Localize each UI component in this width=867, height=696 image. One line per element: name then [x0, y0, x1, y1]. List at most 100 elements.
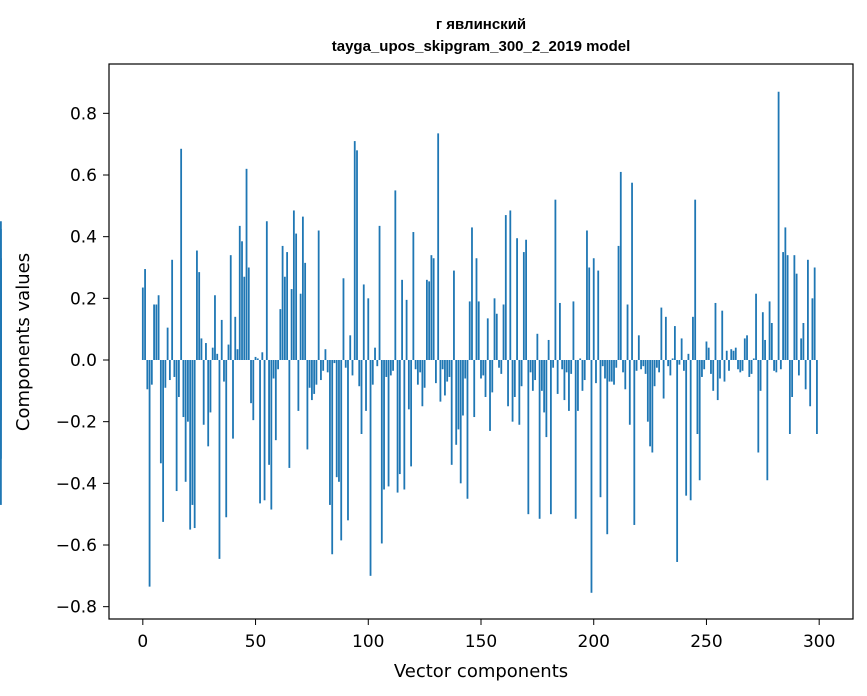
- bar: [405, 299, 408, 360]
- bar: [687, 353, 690, 360]
- bar: [252, 360, 255, 421]
- bar: [288, 360, 291, 468]
- bar: [626, 304, 629, 360]
- y-tick-label: 0.8: [70, 104, 97, 124]
- bar: [802, 323, 805, 360]
- bar: [218, 360, 221, 559]
- bar: [782, 252, 785, 360]
- bar: [299, 293, 302, 360]
- bar: [477, 301, 480, 360]
- bar: [279, 309, 282, 361]
- bar: [471, 227, 473, 360]
- bar: [728, 360, 730, 371]
- y-tick-label: 0.6: [70, 166, 97, 186]
- bar: [281, 245, 284, 360]
- bar: [527, 360, 530, 515]
- bar: [486, 318, 489, 360]
- bar: [164, 360, 167, 388]
- bar: [383, 360, 385, 490]
- bar: [552, 360, 555, 368]
- bar: [628, 360, 631, 425]
- bar: [211, 347, 214, 360]
- bar: [719, 360, 721, 379]
- bar: [446, 360, 449, 382]
- bar: [565, 360, 568, 373]
- bar: [150, 360, 153, 385]
- bar: [752, 358, 755, 360]
- bar: [588, 267, 591, 360]
- bar: [734, 347, 737, 360]
- bar: [779, 360, 782, 370]
- bar: [498, 360, 500, 368]
- bar: [141, 287, 144, 360]
- bar: [701, 360, 703, 377]
- bar: [389, 360, 392, 376]
- bar: [376, 360, 379, 367]
- bar: [800, 338, 803, 360]
- bar: [313, 360, 316, 394]
- bar: [320, 360, 322, 381]
- bar: [425, 279, 428, 360]
- bar: [495, 313, 498, 360]
- bar: [561, 360, 564, 370]
- bar: [531, 360, 534, 391]
- x-axis-ticks: 0 50 100 150 200 250 300: [137, 619, 835, 652]
- bar: [615, 360, 618, 368]
- bar: [416, 360, 419, 385]
- bar: [241, 241, 243, 360]
- bar: [664, 316, 667, 360]
- bar: [412, 232, 415, 360]
- bar: [667, 360, 670, 367]
- bar: [0, 221, 2, 360]
- bar: [290, 289, 293, 360]
- bar: [232, 360, 234, 439]
- bar: [730, 349, 733, 360]
- bar: [581, 360, 584, 391]
- bar: [229, 255, 232, 360]
- bar: [358, 360, 361, 387]
- bar: [809, 360, 812, 407]
- bar: [261, 352, 264, 360]
- bar: [360, 360, 363, 434]
- bar: [462, 360, 464, 416]
- bar: [673, 326, 676, 360]
- bar: [712, 360, 715, 391]
- bar: [610, 360, 613, 382]
- bar: [651, 360, 654, 453]
- bar: [739, 360, 742, 373]
- bar: [624, 360, 627, 390]
- bar: [187, 360, 189, 422]
- bar: [750, 360, 753, 374]
- bar: [349, 335, 352, 360]
- bar: [579, 358, 582, 360]
- bar: [464, 360, 467, 379]
- bar: [430, 255, 433, 360]
- bar: [597, 270, 600, 360]
- bar: [308, 360, 311, 388]
- bar: [538, 360, 541, 519]
- bar: [678, 360, 681, 365]
- x-tick-label: 100: [352, 632, 384, 652]
- bar: [182, 360, 185, 418]
- bar: [692, 316, 694, 360]
- bar: [662, 360, 665, 399]
- bar: [617, 245, 620, 360]
- y-tick-label: −0.6: [56, 536, 97, 556]
- bar: [414, 360, 417, 370]
- bar: [432, 258, 435, 360]
- bar: [493, 298, 496, 360]
- x-tick-label: 50: [245, 632, 267, 652]
- bar: [419, 360, 422, 373]
- bar: [344, 360, 347, 368]
- bar: [525, 239, 527, 360]
- bar: [193, 360, 196, 529]
- bar: [606, 360, 609, 535]
- bar: [374, 347, 376, 360]
- bar: [441, 360, 444, 370]
- bar: [342, 278, 345, 360]
- bar: [689, 360, 692, 501]
- bar: [205, 343, 207, 360]
- bar: [608, 360, 611, 382]
- bar: [761, 312, 764, 360]
- bar: [356, 150, 358, 360]
